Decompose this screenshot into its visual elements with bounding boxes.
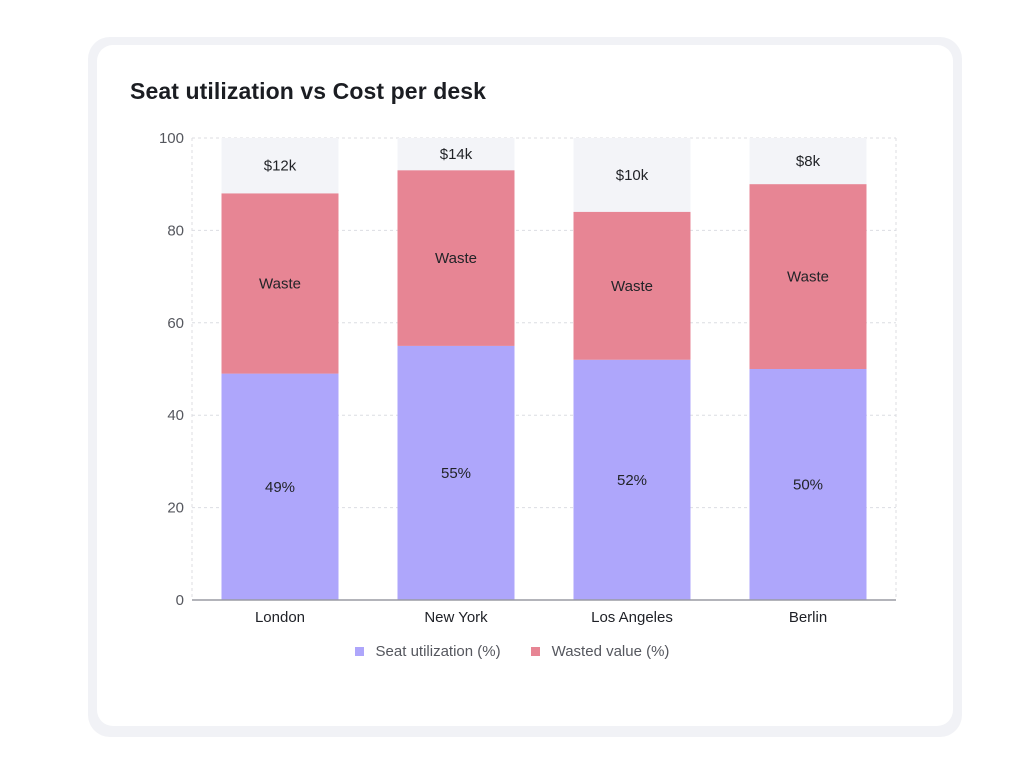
bar-label-waste: Waste xyxy=(259,276,301,293)
x-tick-label: Los Angeles xyxy=(591,609,673,626)
chart-title: Seat utilization vs Cost per desk xyxy=(130,78,487,104)
cost-label: $12k xyxy=(264,158,297,175)
bar-label-utilization: 55% xyxy=(441,465,471,482)
legend-swatch-utilization xyxy=(354,647,364,656)
bar-label-utilization: 50% xyxy=(793,477,823,494)
bar-waste xyxy=(749,184,867,369)
cost-label: $8k xyxy=(796,153,821,170)
bar-waste xyxy=(397,170,515,346)
y-tick-label: 80 xyxy=(167,222,184,239)
x-tick-label: New York xyxy=(424,609,488,626)
bar-label-waste: Waste xyxy=(611,278,653,295)
bar-label-utilization: 52% xyxy=(617,472,647,489)
cost-label: $10k xyxy=(616,167,649,184)
legend-item-waste[interactable]: Wasted value (%) xyxy=(530,643,670,660)
cost-label: $14k xyxy=(440,146,473,163)
legend-label-utilization: Seat utilization (%) xyxy=(375,643,501,660)
x-tick-label: London xyxy=(255,609,305,626)
bar-label-waste: Waste xyxy=(787,269,829,286)
bar-utilization xyxy=(749,369,867,600)
y-tick-label: 60 xyxy=(167,315,184,332)
y-tick-label: 20 xyxy=(167,500,184,517)
bar-utilization xyxy=(221,373,339,600)
y-tick-label: 100 xyxy=(159,130,184,147)
bar-label-waste: Waste xyxy=(435,250,477,267)
legend-swatch-waste xyxy=(530,647,540,656)
bar-utilization xyxy=(397,345,515,600)
legend: Seat utilization (%) Wasted value (%) xyxy=(0,643,1024,660)
legend-item-utilization[interactable]: Seat utilization (%) xyxy=(354,643,501,660)
x-tick-label: Berlin xyxy=(789,609,827,626)
y-tick-label: 40 xyxy=(167,407,184,424)
legend-label-waste: Wasted value (%) xyxy=(551,643,670,660)
bar-utilization xyxy=(573,359,691,600)
bar-waste xyxy=(573,211,691,360)
bar-waste xyxy=(221,193,339,374)
bar-label-utilization: 49% xyxy=(265,479,295,496)
y-tick-label: 0 xyxy=(176,592,184,609)
